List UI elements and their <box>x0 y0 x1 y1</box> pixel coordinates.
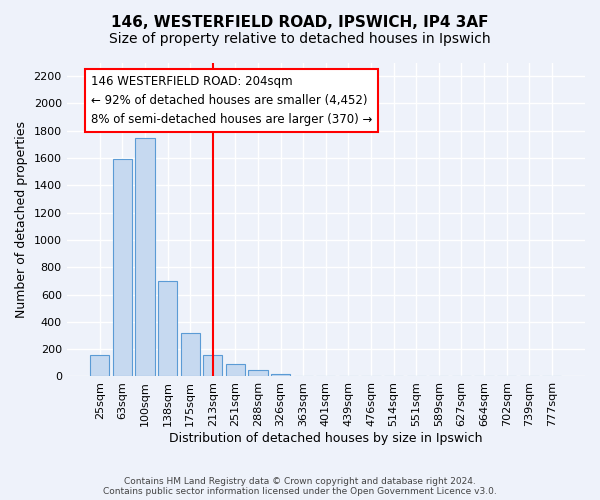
Bar <box>136 138 155 376</box>
Text: Size of property relative to detached houses in Ipswich: Size of property relative to detached ho… <box>109 32 491 46</box>
Y-axis label: Number of detached properties: Number of detached properties <box>15 121 28 318</box>
Bar <box>271 374 290 376</box>
Text: 146 WESTERFIELD ROAD: 204sqm
← 92% of detached houses are smaller (4,452)
8% of : 146 WESTERFIELD ROAD: 204sqm ← 92% of de… <box>91 75 372 126</box>
Bar <box>226 364 245 376</box>
Text: Contains HM Land Registry data © Crown copyright and database right 2024.: Contains HM Land Registry data © Crown c… <box>124 478 476 486</box>
Text: 146, WESTERFIELD ROAD, IPSWICH, IP4 3AF: 146, WESTERFIELD ROAD, IPSWICH, IP4 3AF <box>111 15 489 30</box>
Bar <box>113 160 132 376</box>
Bar <box>90 354 109 376</box>
Bar <box>203 354 223 376</box>
Text: Contains public sector information licensed under the Open Government Licence v3: Contains public sector information licen… <box>103 487 497 496</box>
Bar <box>248 370 268 376</box>
Bar <box>158 281 177 376</box>
X-axis label: Distribution of detached houses by size in Ipswich: Distribution of detached houses by size … <box>169 432 482 445</box>
Bar <box>181 333 200 376</box>
